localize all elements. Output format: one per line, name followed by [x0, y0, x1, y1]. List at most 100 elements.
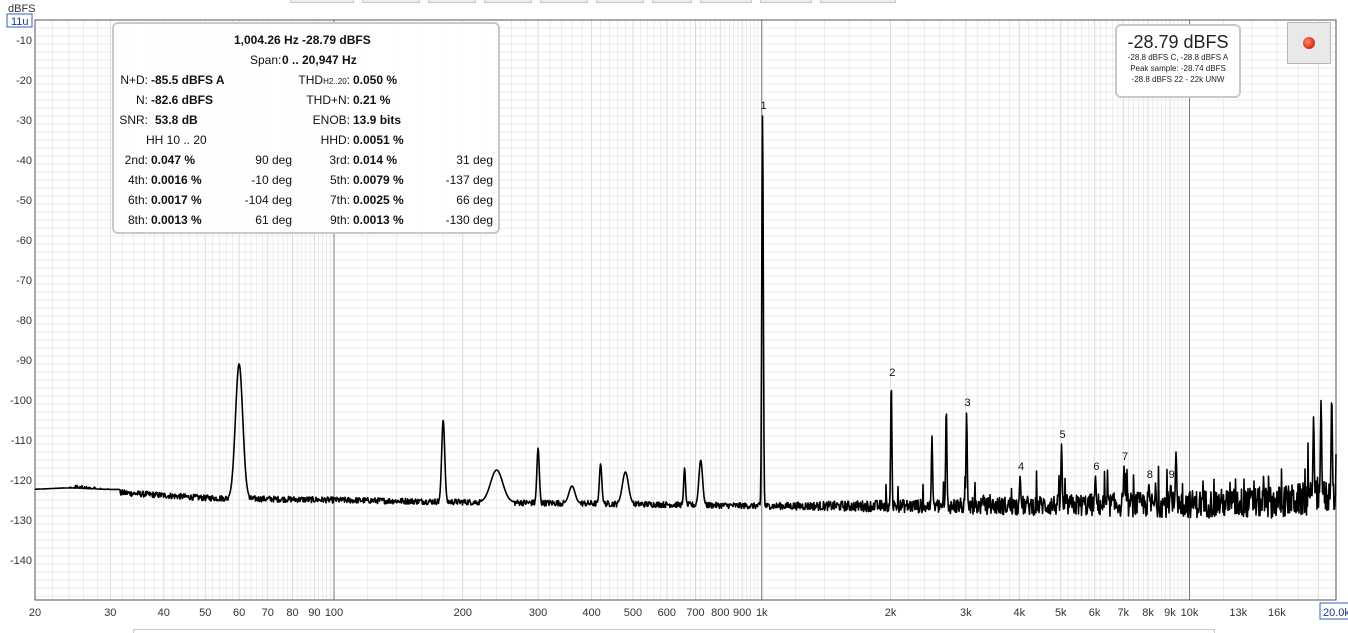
thd-value: 0.050 %: [353, 73, 398, 87]
harmonic-marker-label: 5: [1059, 429, 1065, 441]
x-tick-label: 1k: [756, 607, 768, 619]
x-tick-label: 300: [529, 607, 547, 619]
hhd-value: 0.0051 %: [353, 133, 404, 147]
h9-phase: -130 deg: [445, 213, 493, 227]
thdn-value: 0.21 %: [353, 93, 391, 107]
enob-label: ENOB:: [312, 113, 350, 127]
snr-label: SNR:: [119, 113, 148, 127]
harmonic-marker-label: 2: [889, 367, 895, 379]
h9-value: 0.0013 %: [353, 213, 404, 227]
x-tick-label: 3k: [960, 607, 972, 619]
nd-label: N+D:: [120, 73, 148, 87]
spectrum-trace: [34, 115, 1337, 519]
y-tick-label: -60: [16, 235, 32, 247]
level-main-value: -28.79 dBFS: [1127, 32, 1229, 52]
x-range-box[interactable]: [1319, 602, 1348, 620]
x-tick-label: 900: [733, 607, 751, 619]
h5-phase: -137 deg: [445, 173, 493, 187]
x-axis-tick-labels: 20 30 40 50 60 70 80 90 100 200 300 400 500 600 700 800…: [29, 607, 1286, 619]
x-tick-label: 10k: [1181, 607, 1199, 619]
y-axis-unit-label: dBFS: [8, 3, 36, 15]
x-tick-label: 800: [711, 607, 729, 619]
toolbar-button[interactable]: [540, 0, 588, 3]
h3-value: 0.014 %: [353, 153, 398, 167]
h6-value: 0.0017 %: [151, 193, 202, 207]
h3-label: 3rd:: [329, 153, 350, 167]
h7-label: 7th:: [329, 193, 350, 207]
harmonic-marker-label: 9: [1169, 469, 1175, 481]
x-tick-label: 60: [233, 607, 245, 619]
toolbar-button[interactable]: [700, 0, 752, 3]
h4-phase: -10 deg: [251, 173, 292, 187]
x-tick-label: 8k: [1142, 607, 1154, 619]
enob-value: 13.9 bits: [353, 113, 402, 127]
span-value: 0 .. 20,947 Hz: [282, 53, 357, 67]
harmonic-markers: 1 2 3 4 5 6 7 8 9: [760, 100, 1174, 481]
y-tick-label: -20: [16, 75, 32, 87]
toolbar-button[interactable]: [362, 0, 420, 3]
y-tick-label: -90: [16, 355, 32, 367]
thd-label: THDH2..20:: [298, 73, 350, 87]
x-tick-label: 40: [158, 607, 170, 619]
x-tick-label: 700: [686, 607, 704, 619]
h8-phase: 61 deg: [255, 213, 292, 227]
toolbar-button[interactable]: [484, 0, 532, 3]
y-range-box[interactable]: [6, 13, 33, 28]
harmonic-marker-label: 3: [965, 397, 971, 409]
harmonic-marker-label: 1: [760, 100, 766, 112]
x-tick-label: 7k: [1117, 607, 1129, 619]
harmonic-marker-label: 6: [1093, 461, 1099, 473]
x-tick-label: 80: [286, 607, 298, 619]
h7-phase: 66 deg: [456, 193, 493, 207]
h5-label: 5th:: [329, 173, 350, 187]
y-tick-label: -40: [16, 155, 32, 167]
toolbar-button[interactable]: [820, 0, 896, 3]
h4-value: 0.0016 %: [151, 173, 202, 187]
toolbar-button[interactable]: [760, 0, 812, 3]
y-tick-label: -10: [16, 35, 32, 47]
y-tick-label: -30: [16, 115, 32, 127]
horizontal-scrollbar[interactable]: [133, 629, 1215, 633]
h4-label: 4th:: [127, 173, 148, 187]
x-tick-label: 9k: [1164, 607, 1176, 619]
snr-value: 53.8 dB: [155, 113, 198, 127]
harmonic-marker-label: 7: [1122, 451, 1128, 463]
x-tick-label: 13k: [1229, 607, 1247, 619]
level-meter-panel: -28.79 dBFS -28.8 dBFS C, -28.8 dBFS A P…: [1115, 24, 1241, 98]
h8-label: 8th:: [127, 213, 148, 227]
fundamental-readout: 1,004.26 Hz -28.79 dBFS: [234, 33, 371, 47]
x-tick-label: 100: [325, 607, 343, 619]
y-tick-label: -50: [16, 195, 32, 207]
x-tick-label: 600: [658, 607, 676, 619]
h5-value: 0.0079 %: [353, 173, 404, 187]
toolbar-button[interactable]: [596, 0, 644, 3]
h2-phase: 90 deg: [255, 153, 292, 167]
hh-range-label: HH 10 .. 20: [146, 133, 207, 147]
hhd-label: HHD:: [320, 133, 350, 147]
y-range-value[interactable]: 11u: [11, 16, 29, 28]
x-range-value[interactable]: 20.0k: [1323, 607, 1348, 619]
toolbar-button[interactable]: [428, 0, 476, 3]
y-axis-tick-labels: -10 -20 -30 -40 -50 -60 -70 -80 -90 -100 -110 -120 -…: [10, 35, 32, 567]
x-tick-label: 90: [308, 607, 320, 619]
y-tick-label: -110: [11, 435, 32, 447]
h8-value: 0.0013 %: [151, 213, 202, 227]
x-tick-label: 20: [29, 607, 41, 619]
record-icon: [1303, 37, 1315, 49]
h6-label: 6th:: [127, 193, 148, 207]
y-tick-label: -130: [10, 515, 32, 527]
y-tick-label: -80: [16, 315, 32, 327]
level-unweighted: -28.8 dBFS 22 - 22k UNW: [1131, 75, 1225, 84]
x-tick-label: 200: [454, 607, 472, 619]
thdn-label: THD+N:: [306, 93, 350, 107]
x-tick-label: 5k: [1055, 607, 1067, 619]
h2-label: 2nd:: [124, 153, 148, 167]
toolbar-button[interactable]: [652, 0, 692, 3]
noise-value: -82.6 dBFS: [151, 93, 214, 107]
toolbar-button[interactable]: [290, 0, 354, 3]
noise-label: N:: [136, 93, 148, 107]
record-button[interactable]: [1287, 22, 1331, 64]
y-tick-label: -100: [10, 395, 32, 407]
